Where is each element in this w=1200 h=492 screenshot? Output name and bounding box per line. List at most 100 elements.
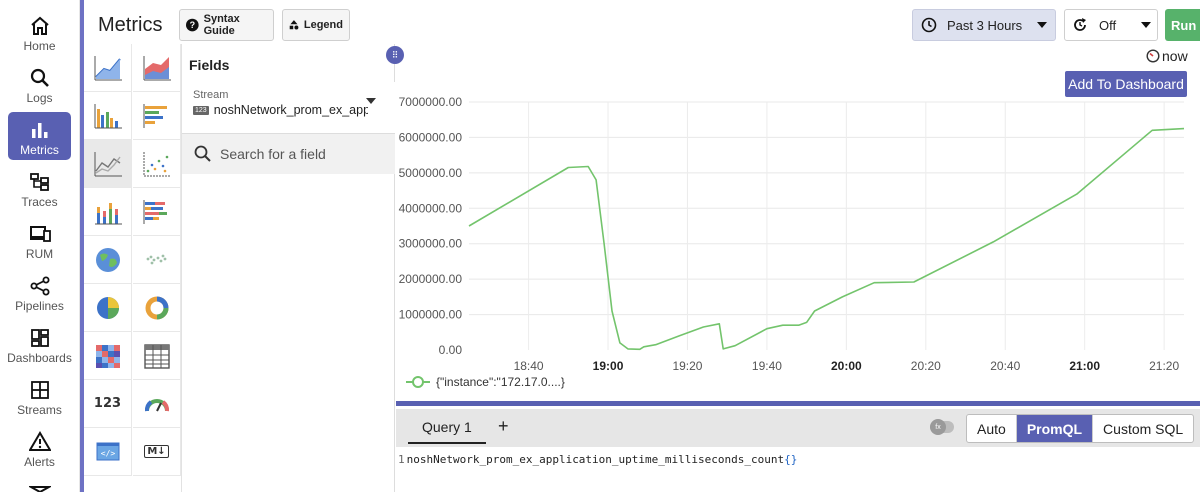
refresh-icon [1074, 18, 1086, 31]
nav-divider [80, 0, 84, 492]
stream-select[interactable]: Stream 123 noshNetwork_prom_ex_applicati… [182, 82, 395, 134]
line-number: 1 [398, 453, 405, 466]
drag-handle-icon[interactable]: ⠿ [386, 46, 404, 64]
search-icon [194, 145, 211, 162]
stream-value-text: noshNetwork_prom_ex_application_uptime_m… [213, 103, 368, 117]
nav-item-traces[interactable]: Traces [8, 164, 71, 212]
chart-type-gauge[interactable] [133, 380, 181, 428]
y-tick-label: 3000000.00 [399, 237, 463, 251]
x-tick-label: 19:20 [672, 359, 702, 373]
nav-item-rum[interactable]: RUM [8, 216, 71, 264]
query-toolbar: Query 1 + fx Auto PromQL Custom SQL [396, 409, 1200, 447]
html-chart-icon: </> [96, 442, 119, 460]
run-query-label: Run Query [1171, 17, 1200, 33]
nav-item-logs[interactable]: Logs [8, 60, 71, 108]
field-search-input[interactable]: Search for a field [182, 134, 395, 174]
pipeline-icon [30, 276, 49, 296]
nav-label: Home [23, 39, 56, 53]
x-tick-label: 21:20 [1149, 359, 1179, 373]
dashboard-icon [30, 329, 49, 347]
chart-type-stacked[interactable] [84, 188, 132, 236]
geomap-chart-icon [95, 247, 120, 272]
query-braces: {} [784, 453, 798, 466]
chart-type-maps[interactable] [133, 236, 181, 284]
page-title: Metrics [98, 14, 163, 36]
time-range-picker[interactable]: Past 3 Hours [912, 9, 1056, 41]
chevron-down-icon [366, 98, 376, 104]
chart-type-scatter[interactable] [133, 140, 181, 188]
y-tick-label: 6000000.00 [399, 130, 463, 144]
chart-type-h-stacked[interactable] [133, 188, 181, 236]
chart-type-pie[interactable] [84, 284, 132, 332]
stream-value: 123 noshNetwork_prom_ex_application_upti… [193, 103, 368, 117]
chart-type-markdown[interactable]: M↓ [133, 428, 181, 476]
devices-icon [29, 226, 51, 242]
chevron-down-icon [1037, 22, 1047, 28]
left-nav: Home Logs Metrics Traces RUM Pipelines Dashboa… [0, 0, 80, 492]
mode-custom-sql[interactable]: Custom SQL [1103, 420, 1184, 437]
chart-type-metric[interactable]: 123 [84, 380, 132, 428]
area-stacked-chart-icon [143, 55, 171, 80]
more-nav-icon [29, 486, 51, 492]
tab-query-1[interactable]: Query 1 [408, 419, 486, 444]
pie-chart-icon [96, 296, 119, 319]
heatmap-chart-icon [95, 344, 120, 368]
chart-type-donut[interactable] [133, 284, 181, 332]
chart-panel: 0.00 1000000.00 2000000.00 3000000.00 400000… [396, 44, 1200, 400]
query-progress-fill [396, 401, 1200, 406]
x-tick-label: 20:00 [831, 359, 862, 373]
y-tick-label: 4000000.00 [399, 201, 463, 215]
add-to-dashboard-button[interactable]: Add To Dashboard [1065, 71, 1187, 97]
last-refreshed: now [1146, 48, 1188, 64]
nav-label: Streams [17, 403, 62, 417]
function-icon: fx [930, 419, 946, 435]
chart-type-html[interactable]: </> [84, 428, 132, 476]
nav-item-dashboards[interactable]: Dashboards [7, 320, 72, 368]
nav-item-home[interactable]: Home [8, 8, 71, 56]
clock-icon [921, 17, 937, 33]
chart-type-bar[interactable] [84, 92, 132, 140]
fields-title: Fields [189, 57, 230, 73]
h-bar-chart-icon [143, 103, 167, 128]
chart-type-geomap[interactable] [84, 236, 132, 284]
nav-item-streams[interactable]: Streams [8, 372, 71, 420]
chart-type-grid: 123 </> M↓ [84, 44, 182, 492]
chart-type-area-stacked[interactable] [133, 44, 181, 92]
legend-label: Legend [303, 19, 343, 31]
y-tick-label: 1000000.00 [399, 308, 463, 322]
field-search-placeholder: Search for a field [220, 146, 326, 162]
chart-type-line[interactable] [84, 140, 132, 188]
numeric-type-badge: 123 [193, 105, 209, 115]
chart-type-heatmap[interactable] [84, 332, 132, 380]
query-progress-bar [396, 401, 1200, 406]
maps-chart-icon [146, 254, 166, 264]
legend-button[interactable]: Legend [282, 9, 350, 41]
stream-label: Stream [193, 89, 229, 101]
nav-item-pipelines[interactable]: Pipelines [8, 268, 71, 316]
run-query-button[interactable]: Run Query [1165, 9, 1200, 41]
timer-icon [1146, 49, 1160, 63]
streams-icon [30, 381, 49, 399]
nav-item-metrics[interactable]: Metrics [8, 112, 71, 160]
x-tick-label: 19:40 [752, 359, 782, 373]
x-tick-label: 20:40 [990, 359, 1020, 373]
syntax-guide-button[interactable]: ? Syntax Guide [179, 9, 274, 41]
fx-toggle[interactable]: fx [930, 419, 954, 435]
query-editor[interactable]: 1 noshNetwork_prom_ex_application_uptime_… [396, 447, 1200, 492]
legend-marker [412, 376, 424, 388]
nav-label: RUM [25, 247, 54, 261]
mode-promql[interactable]: PromQL [1016, 415, 1094, 442]
chart-type-area[interactable] [84, 44, 132, 92]
metric-text: 123 [93, 396, 122, 411]
refresh-label: Off [1099, 17, 1117, 33]
add-query-button[interactable]: + [498, 416, 509, 436]
table-chart-icon [143, 343, 170, 369]
time-range-label: Past 3 Hours [947, 17, 1023, 33]
markdown-text: M↓ [144, 445, 169, 458]
chart-type-h-bar[interactable] [133, 92, 181, 140]
auto-refresh-picker[interactable]: Off [1064, 9, 1158, 41]
mode-auto[interactable]: Auto [967, 415, 1017, 442]
nav-item-alerts[interactable]: Alerts [8, 424, 71, 472]
chart-type-table[interactable] [133, 332, 181, 380]
